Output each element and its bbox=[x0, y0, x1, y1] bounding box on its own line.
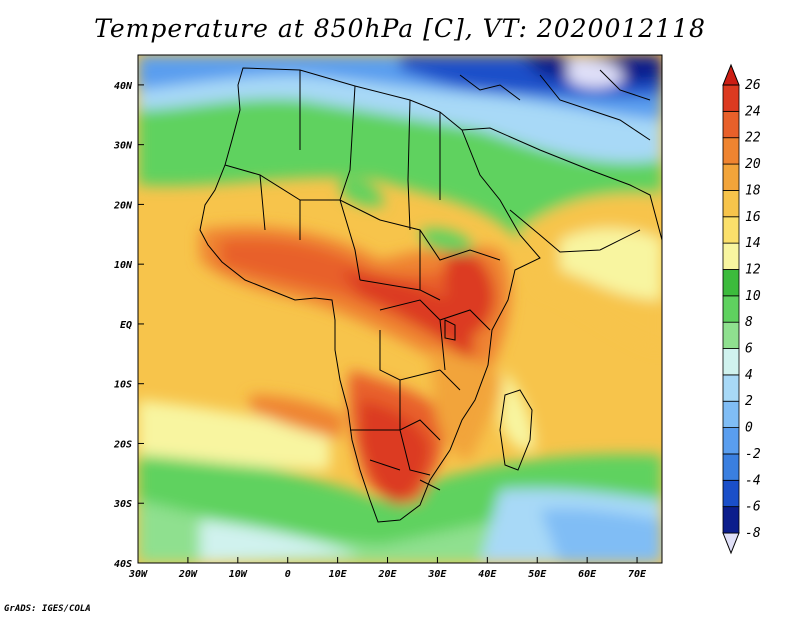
colorbar-label: 10 bbox=[745, 289, 761, 304]
lon-tick-label: 60E bbox=[578, 569, 597, 580]
colorbar-swatch bbox=[722, 110, 740, 139]
lon-tick-label: 20W bbox=[178, 569, 198, 580]
grads-credit: GrADS: IGES/COLA bbox=[4, 604, 91, 614]
lat-tick-label: EQ bbox=[120, 320, 132, 331]
lon-tick-label: 40E bbox=[478, 569, 497, 580]
colorbar-label: 2 bbox=[745, 394, 753, 409]
colorbar-swatch bbox=[722, 216, 740, 244]
colorbar-label: 24 bbox=[745, 104, 761, 119]
colorbar-swatch bbox=[722, 84, 740, 112]
colorbar-label: -6 bbox=[745, 500, 761, 515]
lat-tick-label: 40N bbox=[114, 81, 133, 92]
colorbar-label: -4 bbox=[745, 473, 761, 488]
colorbar-label: -8 bbox=[745, 526, 761, 541]
lat-tick-label: 30N bbox=[113, 141, 133, 152]
latitude-axis: 40N 30N 20N 10N EQ 10S 20S 30S 40S bbox=[113, 81, 144, 570]
colorbar-bottom-arrow bbox=[722, 532, 740, 555]
colorbar-swatch bbox=[722, 453, 740, 481]
colorbar-swatch bbox=[722, 269, 740, 297]
colorbar-label: -2 bbox=[745, 447, 761, 462]
coastlines bbox=[199, 67, 662, 523]
colorbar-swatch bbox=[722, 479, 740, 508]
lon-tick-label: 20E bbox=[377, 569, 397, 580]
colorbar-label: 26 bbox=[745, 78, 761, 93]
lon-tick-label: 0 bbox=[285, 569, 291, 580]
colorbar-swatch bbox=[722, 348, 740, 376]
colorbar-label: 4 bbox=[745, 368, 753, 383]
colorbar-swatch bbox=[722, 295, 740, 323]
map-title: Temperature at 850hPa [C], VT: 202001211… bbox=[94, 14, 706, 43]
colorbar-label: 20 bbox=[745, 157, 761, 172]
lat-tick-label: 20S bbox=[113, 439, 132, 450]
colorbar-swatch bbox=[722, 163, 740, 191]
colorbar-label: 6 bbox=[745, 342, 753, 357]
colorbar-swatch bbox=[722, 374, 740, 402]
colorbar-label: 8 bbox=[745, 315, 753, 330]
colorbar-swatch bbox=[722, 190, 740, 218]
lat-tick-label: 30S bbox=[113, 499, 132, 510]
lat-tick-label: 20N bbox=[113, 200, 133, 211]
colorbar-label: 12 bbox=[745, 262, 761, 277]
temperature-field bbox=[138, 55, 662, 563]
lon-tick-label: 70E bbox=[628, 569, 647, 580]
colorbar-swatch bbox=[722, 242, 740, 270]
lon-tick-label: 10W bbox=[229, 569, 248, 580]
longitude-axis: 30W 20W 10W 0 10E 20E 30E 40E 50E 60E 70E bbox=[128, 557, 647, 580]
lon-tick-label: 10E bbox=[329, 569, 348, 580]
colorbar-label: 14 bbox=[745, 236, 761, 251]
lat-tick-label: 40S bbox=[114, 559, 132, 570]
map-frame bbox=[137, 54, 663, 564]
colorbar-label: 22 bbox=[745, 131, 761, 146]
colorbar-top-arrow bbox=[722, 63, 740, 86]
lon-tick-label: 30E bbox=[427, 569, 447, 580]
colorbar-swatch bbox=[722, 506, 740, 534]
colorbar-swatch bbox=[722, 400, 740, 428]
colorbar-label: 18 bbox=[745, 183, 761, 198]
lat-tick-label: 10S bbox=[114, 380, 132, 391]
colorbar-label: 16 bbox=[745, 210, 761, 225]
colorbar-label: 0 bbox=[745, 421, 753, 436]
lon-tick-label: 30W bbox=[128, 569, 148, 580]
colorbar-swatch bbox=[722, 427, 740, 455]
lon-tick-label: 50E bbox=[528, 569, 547, 580]
lat-tick-label: 10N bbox=[114, 260, 133, 271]
colorbar-swatch bbox=[722, 321, 740, 349]
colorbar-swatch bbox=[722, 137, 740, 165]
